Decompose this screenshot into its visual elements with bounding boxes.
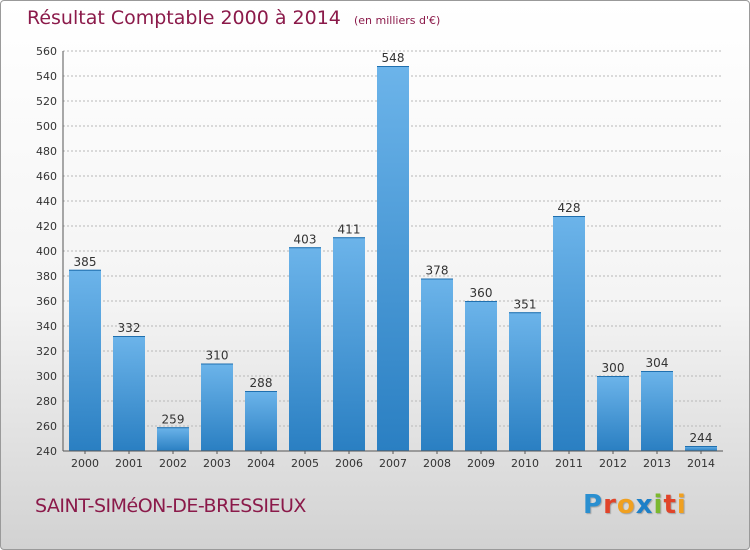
bar xyxy=(685,446,717,451)
logo-letter: r xyxy=(603,490,617,520)
bars: 385 332 259 310 288 403 411 548 378 360 351 428 300 3… xyxy=(69,51,717,451)
bar xyxy=(509,312,541,451)
logo-letter: o xyxy=(616,490,636,520)
y-tick-label: 380 xyxy=(36,270,57,283)
y-tick-label: 260 xyxy=(36,420,57,433)
data-label: 288 xyxy=(250,376,273,390)
y-tick-label: 300 xyxy=(36,370,57,383)
y-tick-label: 480 xyxy=(36,145,57,158)
chart-title: Résultat Comptable 2000 à 2014 xyxy=(27,7,341,29)
y-tick-label: 280 xyxy=(36,395,57,408)
x-tick-label: 2001 xyxy=(115,457,143,470)
bar xyxy=(201,363,233,451)
x-tick-label: 2007 xyxy=(379,457,407,470)
bar xyxy=(553,216,585,451)
x-tick-label: 2005 xyxy=(291,457,319,470)
data-label: 300 xyxy=(602,361,625,375)
bar xyxy=(641,371,673,451)
data-label: 304 xyxy=(646,356,669,370)
logo-letter: P xyxy=(583,490,604,520)
grid-lines xyxy=(63,50,723,452)
data-label: 351 xyxy=(514,297,537,311)
x-tick-label: 2008 xyxy=(423,457,451,470)
data-label: 310 xyxy=(206,349,229,363)
x-tick-label: 2009 xyxy=(467,457,495,470)
data-label: 411 xyxy=(338,222,361,236)
logo-letter: i xyxy=(653,490,664,520)
y-tick-label: 500 xyxy=(36,120,57,133)
y-tick-label: 240 xyxy=(36,445,57,458)
bar xyxy=(113,336,145,451)
data-label: 385 xyxy=(74,255,97,269)
data-label: 378 xyxy=(426,264,449,278)
bar xyxy=(69,269,101,451)
y-tick-label: 540 xyxy=(36,70,57,83)
chart-header: Résultat Comptable 2000 à 2014 (en milli… xyxy=(27,7,440,29)
proxiti-logo: Proxiti xyxy=(583,490,687,520)
logo-letter: t xyxy=(663,490,677,520)
place-name: SAINT-SIMéON-DE-BRESSIEUX xyxy=(35,495,306,517)
x-tick-label: 2004 xyxy=(247,457,275,470)
data-label: 360 xyxy=(470,286,493,300)
y-tick-label: 360 xyxy=(36,295,57,308)
x-tick-label: 2000 xyxy=(71,457,99,470)
x-tick-label: 2011 xyxy=(555,457,583,470)
bar xyxy=(157,427,189,451)
data-label: 244 xyxy=(690,431,713,445)
x-tick-label: 2006 xyxy=(335,457,363,470)
x-tick-label: 2014 xyxy=(687,457,715,470)
x-tick-label: 2012 xyxy=(599,457,627,470)
y-tick-label: 400 xyxy=(36,245,57,258)
y-tick-label: 440 xyxy=(36,195,57,208)
x-tick-label: 2002 xyxy=(159,457,187,470)
data-label: 548 xyxy=(382,51,405,65)
y-tick-label: 560 xyxy=(36,45,57,58)
logo-letter: x xyxy=(635,490,654,520)
bar xyxy=(377,66,409,451)
bar xyxy=(465,301,497,451)
data-label: 332 xyxy=(118,321,141,335)
data-label: 403 xyxy=(294,232,317,246)
chart-subtitle: (en milliers d'€) xyxy=(353,14,441,27)
logo-letter: i xyxy=(676,490,687,520)
x-tick-label: 2003 xyxy=(203,457,231,470)
bar xyxy=(289,247,321,451)
bar xyxy=(245,391,277,451)
y-tick-label: 520 xyxy=(36,95,57,108)
x-tick-label: 2013 xyxy=(643,457,671,470)
y-tick-label: 460 xyxy=(36,170,57,183)
bar xyxy=(597,376,629,451)
axes: 240 260 280 300 320 340 360 380 400 420 440 460 480 5… xyxy=(36,45,723,470)
bar xyxy=(333,237,365,451)
x-tick-label: 2010 xyxy=(511,457,539,470)
y-tick-label: 320 xyxy=(36,345,57,358)
data-label: 428 xyxy=(558,201,581,215)
data-label: 259 xyxy=(162,412,185,426)
y-tick-label: 420 xyxy=(36,220,57,233)
bar xyxy=(421,278,453,451)
y-tick-label: 340 xyxy=(36,320,57,333)
